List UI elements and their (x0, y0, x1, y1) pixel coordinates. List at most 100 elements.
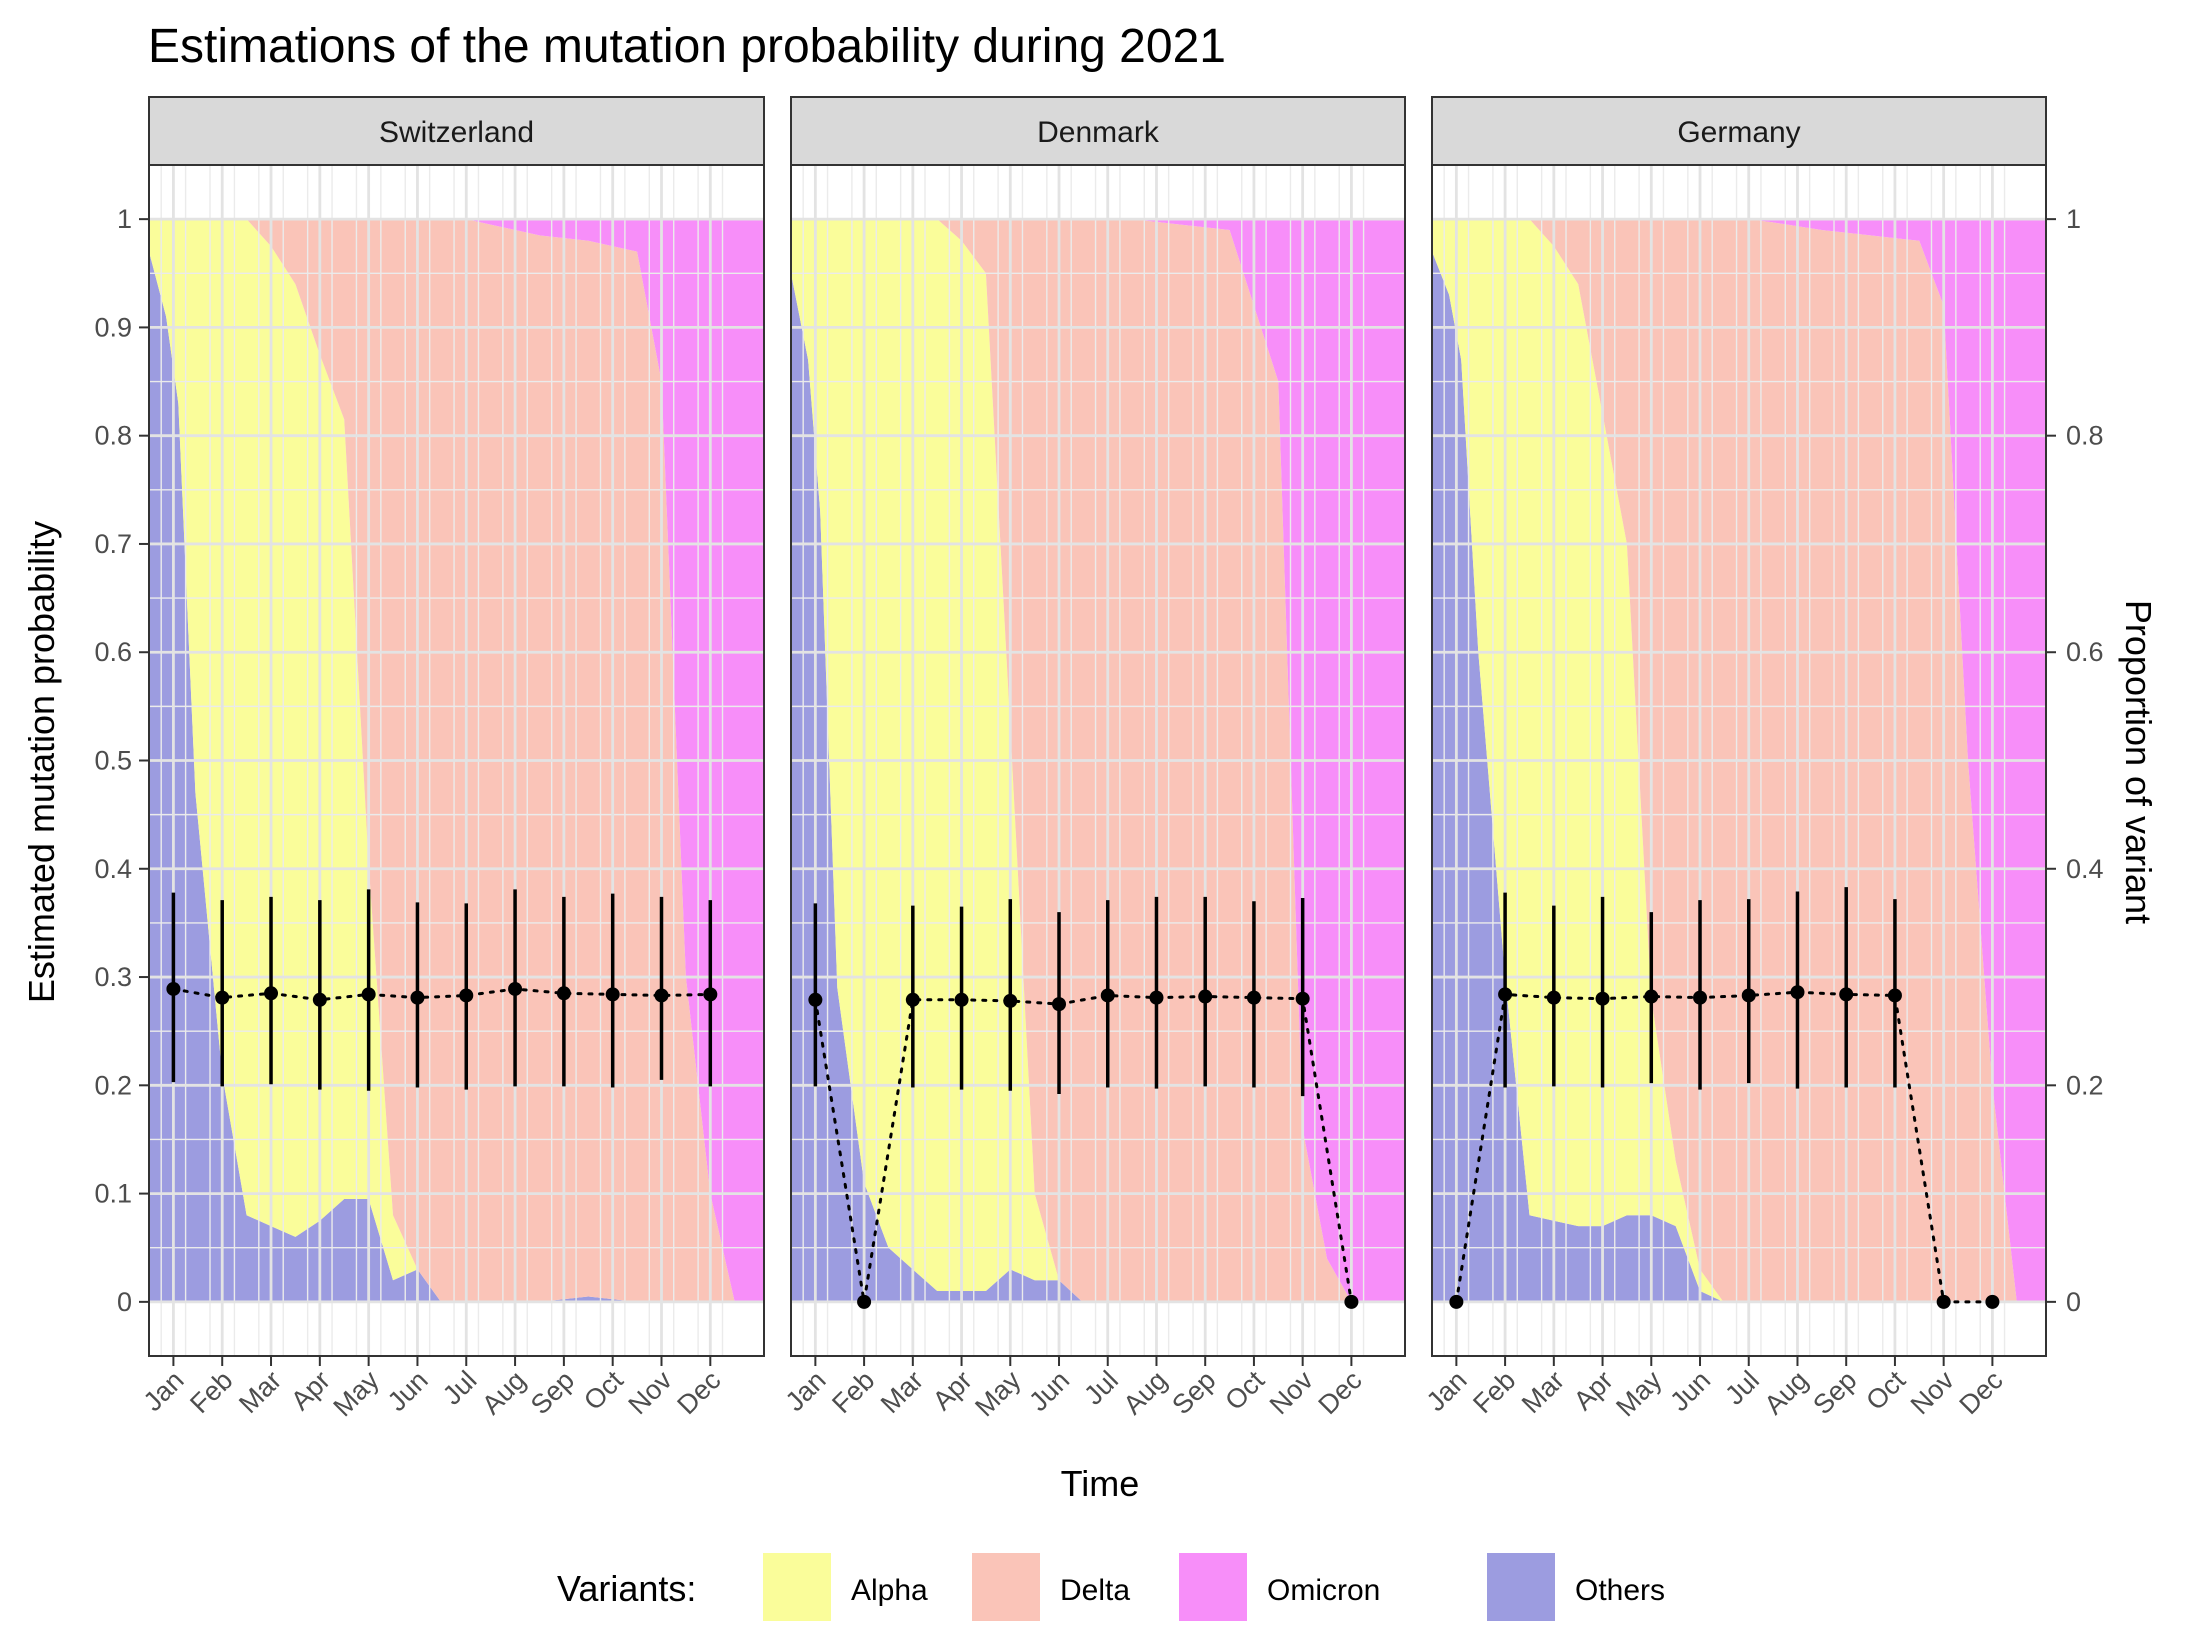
legend-label: Omicron (1267, 1574, 1380, 1607)
x-tick-label: Feb (184, 1365, 238, 1419)
legend-item-omicron: Omicron (1179, 1553, 1380, 1621)
estimate-point-feb (215, 990, 230, 1005)
y-tick-label: 0.3 (94, 962, 132, 992)
estimate-dotted-line (171, 987, 712, 1002)
estimate-point-dec (703, 987, 718, 1002)
legend-key-others (1487, 1553, 1555, 1621)
x-tick-label: Nov (623, 1365, 679, 1421)
estimate-point-jan (166, 981, 181, 996)
legend-label: Others (1575, 1574, 1665, 1607)
y-right-tick-label: 0.6 (2066, 637, 2104, 667)
estimate-point-oct (1887, 988, 1902, 1003)
facet-strip (1431, 96, 2047, 166)
x-tick-label: Sep (525, 1365, 580, 1420)
estimate-dotted-line (1454, 990, 1994, 1304)
y-tick-label: 0.1 (94, 1179, 132, 1209)
x-tick-label: Jun (382, 1365, 434, 1417)
estimate-point-aug (1149, 990, 1164, 1005)
x-tick-label: Apr (285, 1365, 336, 1416)
y-axis-right-title: Proportion of variant (2118, 600, 2159, 924)
y-axis-title: Estimated mutation probability (21, 521, 62, 1003)
legend-title: Variants: (557, 1568, 696, 1609)
legend-label: Delta (1060, 1574, 1130, 1607)
chart-title: Estimations of the mutation probability … (148, 20, 1226, 73)
estimate-point-jun (1052, 997, 1067, 1012)
estimate-point-mar (1546, 990, 1561, 1005)
x-tick-label: Sep (1166, 1365, 1221, 1420)
estimate-point-apr (1595, 991, 1610, 1006)
estimate-point-dec (1344, 1294, 1359, 1309)
x-tick-label: Jul (437, 1365, 483, 1411)
legend-item-others: Others (1487, 1553, 1665, 1621)
estimate-point-sep (556, 986, 571, 1001)
x-tick-label: Dec (671, 1365, 726, 1420)
estimate-point-feb (1498, 987, 1513, 1002)
estimate-point-dec (1985, 1294, 2000, 1309)
x-tick-label: Nov (1905, 1365, 1961, 1421)
legend-key-delta (972, 1553, 1040, 1621)
legend: Variants: Alpha Delta Omicron Others (557, 1553, 1665, 1621)
x-tick-label: Mar (875, 1365, 929, 1419)
estimate-point-jul (1741, 988, 1756, 1003)
estimate-point-nov (1936, 1294, 1951, 1309)
x-axis-title: Time (1061, 1463, 1140, 1504)
x-tick-label: Nov (1264, 1365, 1320, 1421)
estimate-point-jul (459, 988, 474, 1003)
x-tick-label: Jun (1664, 1365, 1716, 1417)
x-tick-label: Oct (1860, 1365, 1911, 1416)
facet-strip (790, 96, 1406, 166)
legend-label: Alpha (851, 1574, 928, 1607)
estimate-point-jan (808, 992, 823, 1007)
x-tick-label: Mar (233, 1365, 287, 1419)
x-tick-label: Oct (1219, 1365, 1270, 1416)
x-tick-label: Jan (780, 1365, 832, 1417)
x-tick-label: Feb (826, 1365, 880, 1419)
y-tick-label: 0.8 (94, 421, 132, 451)
y-tick-label: 0 (117, 1287, 132, 1317)
estimate-point-nov (654, 988, 669, 1003)
estimate-dotted-line (813, 993, 1353, 1304)
legend-item-delta: Delta (972, 1553, 1130, 1621)
x-tick-label: May (1610, 1365, 1668, 1423)
x-tick-label: May (969, 1365, 1027, 1423)
estimate-point-aug (1790, 985, 1805, 1000)
y-tick-label: 0.5 (94, 746, 132, 776)
y-right-tick-label: 0 (2066, 1287, 2081, 1317)
x-tick-label: May (328, 1365, 386, 1423)
estimate-point-nov (1295, 991, 1310, 1006)
estimate-point-may (1003, 993, 1018, 1008)
x-tick-label: Jul (1719, 1365, 1765, 1411)
facet-strip-label: Switzerland (379, 116, 534, 149)
estimate-point-jun (410, 990, 425, 1005)
estimate-point-sep (1839, 987, 1854, 1002)
facet-strip-label: Denmark (1037, 116, 1160, 149)
y-right-tick-label: 0.8 (2066, 421, 2104, 451)
estimate-point-oct (1246, 990, 1261, 1005)
y-tick-label: 1 (117, 204, 132, 234)
estimate-point-may (361, 987, 376, 1002)
estimate-point-mar (905, 992, 920, 1007)
legend-key-alpha (763, 1553, 831, 1621)
y-tick-label: 0.6 (94, 637, 132, 667)
panel-grid (1432, 165, 2046, 1356)
x-tick-label: Sep (1807, 1365, 1862, 1420)
estimate-point-oct (605, 987, 620, 1002)
y-right-tick-label: 0.2 (2066, 1070, 2104, 1100)
x-tick-label: Jun (1023, 1365, 1075, 1417)
legend-key-omicron (1179, 1553, 1247, 1621)
estimate-point-mar (264, 986, 279, 1001)
estimate-point-apr (954, 992, 969, 1007)
estimate-point-apr (312, 992, 327, 1007)
estimate-point-may (1644, 989, 1659, 1004)
x-tick-label: Feb (1467, 1365, 1521, 1419)
estimate-point-jul (1100, 988, 1115, 1003)
estimate-point-jun (1693, 990, 1708, 1005)
x-tick-label: Jan (1421, 1365, 1473, 1417)
x-tick-label: Mar (1516, 1365, 1570, 1419)
estimate-point-jan (1449, 1294, 1464, 1309)
